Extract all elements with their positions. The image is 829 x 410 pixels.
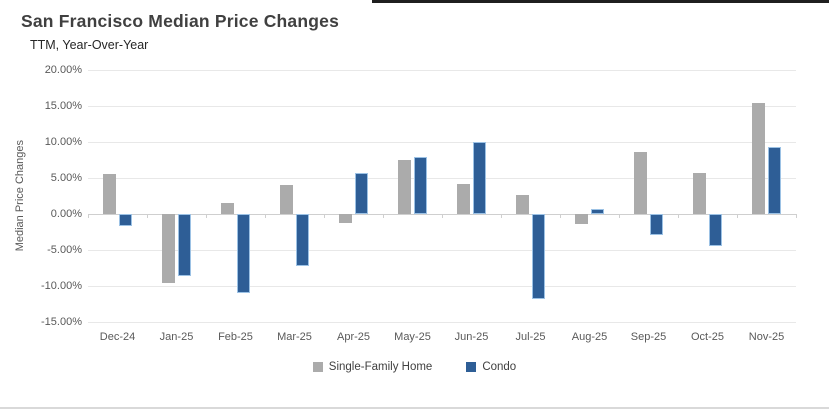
gridline [88,142,796,143]
x-axis-tick [619,214,620,218]
bar-condo-oct-25 [709,214,722,246]
bottom-border-line [0,407,829,409]
gridline [88,286,796,287]
top-border-line [372,0,829,3]
bar-condo-jul-25 [532,214,545,299]
bar-single-family-home-jan-25 [162,214,175,284]
x-tick-label: Jun-25 [454,331,489,343]
bar-single-family-home-may-25 [398,160,411,214]
bar-condo-apr-25 [355,172,368,214]
legend-item-single-family-home: Single-Family Home [312,361,433,373]
x-axis-tick [265,214,266,218]
bar-condo-dec-24 [119,214,132,227]
y-axis-title-text: Median Price Changes [14,140,26,252]
bar-single-family-home-mar-25 [280,185,293,214]
bar-single-family-home-jul-25 [516,195,529,214]
legend-swatch [312,362,323,372]
gridline [88,70,796,71]
x-axis-tick [501,214,502,218]
x-axis-tick [442,214,443,218]
y-tick-label: 0.00% [50,208,82,220]
legend-swatch [466,362,477,372]
x-tick-label: Jan-25 [159,331,194,343]
legend-label: Condo [482,361,517,373]
bar-single-family-home-dec-24 [103,174,116,214]
x-axis-tick [796,214,797,218]
bar-condo-feb-25 [237,214,250,294]
bar-single-family-home-aug-25 [575,214,588,225]
bar-single-family-home-feb-25 [221,203,234,214]
x-tick-label: Sep-25 [630,331,667,343]
x-axis-tick [324,214,325,218]
y-tick-label: 15.00% [44,100,82,112]
gridline [88,250,796,251]
bar-condo-aug-25 [591,208,604,214]
x-tick-label: Jul-25 [515,331,546,343]
x-tick-label: Aug-25 [571,331,608,343]
x-tick-label: Feb-25 [218,331,253,343]
bar-condo-may-25 [414,157,427,214]
bar-single-family-home-sep-25 [634,152,647,214]
chart-subtitle: TTM, Year-Over-Year [30,38,149,52]
y-tick-label: 10.00% [44,136,82,148]
legend-label: Single-Family Home [328,361,433,373]
x-tick-label: Apr-25 [336,331,371,343]
x-axis-tick [678,214,679,218]
x-tick-label: Mar-25 [277,331,312,343]
bar-single-family-home-oct-25 [693,172,706,214]
legend-item-condo: Condo [466,361,516,373]
bar-condo-jun-25 [473,142,486,214]
y-tick-label: -10.00% [41,280,82,292]
y-tick-label: 5.00% [50,172,82,184]
bar-condo-sep-25 [650,214,663,235]
x-axis-tick [383,214,384,218]
gridline [88,106,796,107]
y-tick-label: -5.00% [47,244,82,256]
x-tick-label: May-25 [394,331,431,343]
x-axis-tick [147,214,148,218]
gridline [88,178,796,179]
x-axis-tick [737,214,738,218]
bar-condo-mar-25 [296,214,309,266]
gridline [88,322,796,323]
bar-single-family-home-apr-25 [339,214,352,224]
bar-condo-jan-25 [178,214,191,276]
bar-single-family-home-nov-25 [752,103,765,214]
bar-condo-nov-25 [768,147,781,214]
x-axis-tick [560,214,561,218]
y-tick-label: 20.00% [44,64,82,76]
x-tick-label: Dec-24 [99,331,136,343]
x-tick-label: Nov-25 [748,331,785,343]
chart-legend: Single-Family Home Condo [0,358,829,376]
x-axis-tick [88,214,89,218]
chart-title: San Francisco Median Price Changes [21,11,340,31]
x-tick-label: Oct-25 [690,331,724,343]
x-axis-tick [206,214,207,218]
bar-single-family-home-jun-25 [457,183,470,214]
y-tick-label: -15.00% [41,316,82,328]
